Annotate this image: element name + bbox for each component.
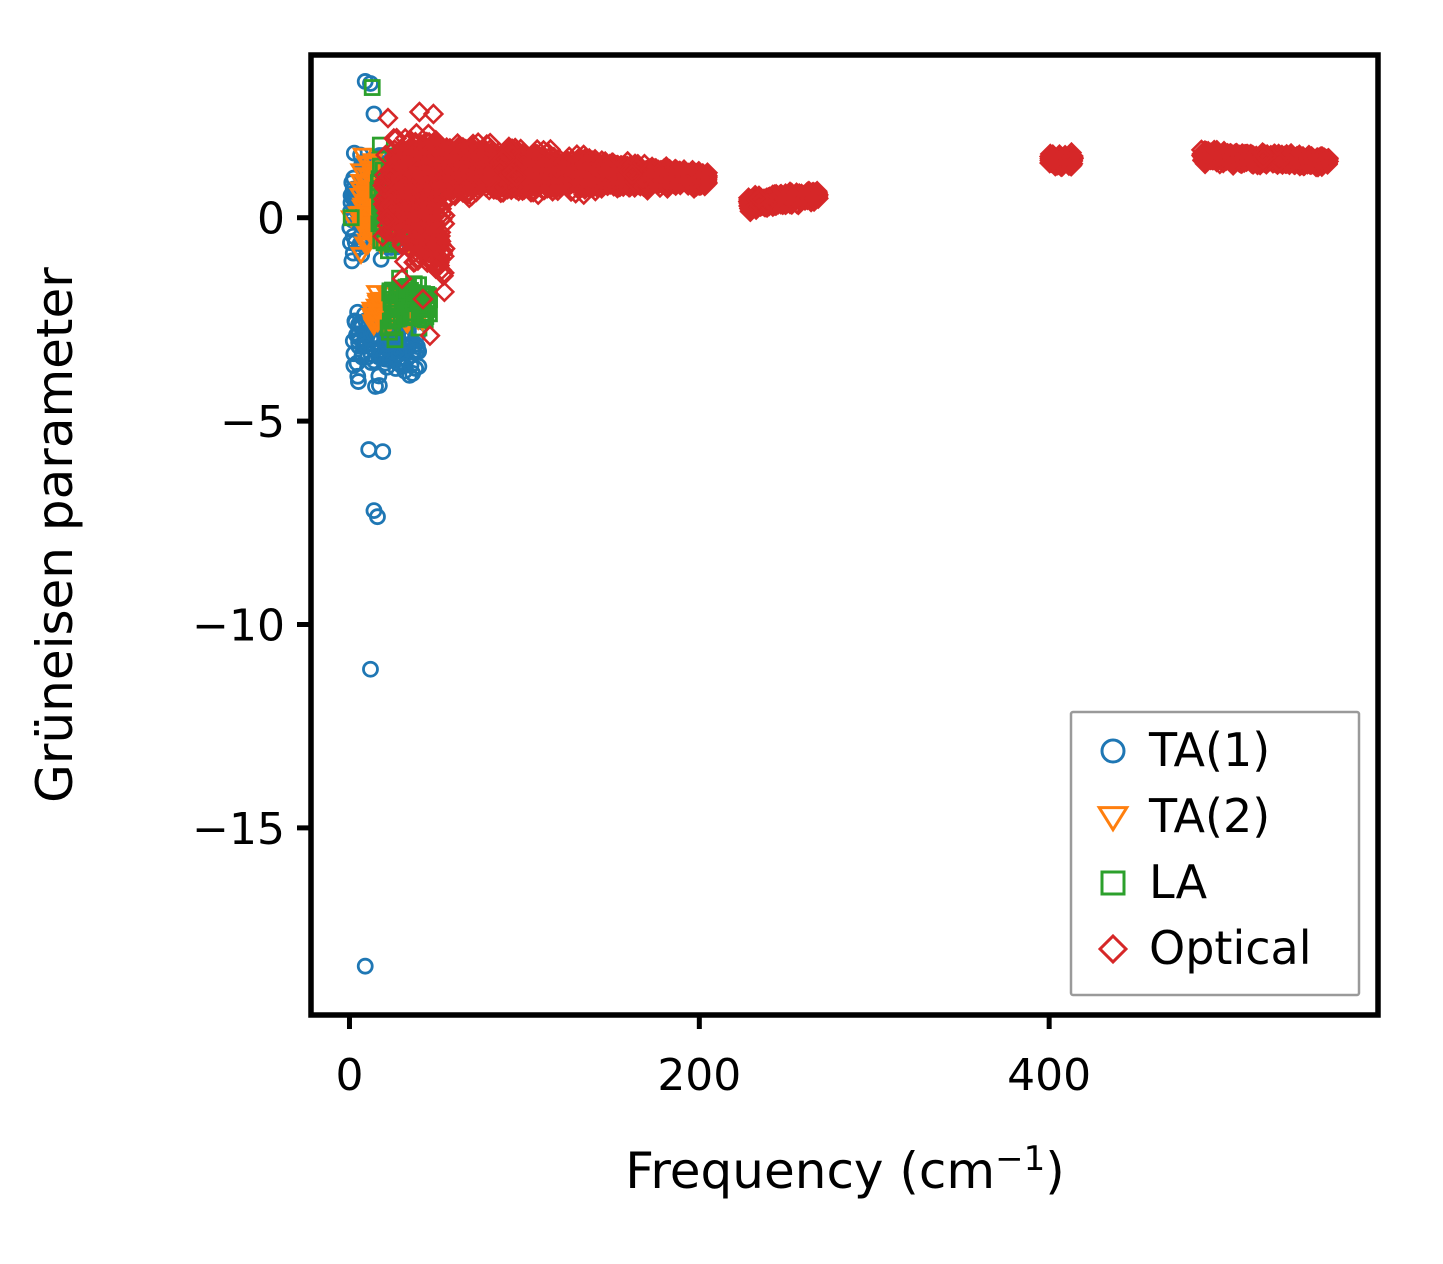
x-axis-title-exponent: −1 <box>995 1139 1045 1179</box>
y-tick-label-layer: 0 −5 −10 −15 <box>192 194 285 855</box>
y-tick-label-0: 0 <box>257 194 285 245</box>
scatter-series-optical <box>372 101 1340 347</box>
x-tick-label-2: 400 <box>1007 1050 1091 1101</box>
x-axis-title: Frequency (cm−1) <box>625 1139 1065 1200</box>
legend-box <box>1069 710 1361 997</box>
axis-tick-layer <box>297 215 1052 1029</box>
legend-label-la: LA <box>1149 855 1208 909</box>
legend-marker-ta1 <box>1100 738 1126 764</box>
legend-label-optical: Optical <box>1149 921 1311 975</box>
x-tick-label-layer: 0 200 400 <box>335 1050 1091 1101</box>
y-tick-label-3: −15 <box>192 804 285 855</box>
legend-marker-optical <box>1097 933 1129 965</box>
x-axis-title-main: Frequency (cm <box>625 1142 995 1200</box>
y-tick-label-1: −5 <box>220 397 285 448</box>
legend-marker-la <box>1100 870 1126 896</box>
scatter-data-layer <box>339 73 1340 975</box>
legend: TA(1) TA(2) LA Optical <box>1069 710 1361 997</box>
axes-frame <box>308 52 1381 1018</box>
x-tick-label-0: 0 <box>335 1050 363 1101</box>
legend-label-ta2: TA(2) <box>1148 789 1270 843</box>
legend-marker-ta2 <box>1096 806 1130 833</box>
legend-entries: TA(1) TA(2) LA Optical <box>1096 723 1311 975</box>
y-tick-label-2: −10 <box>192 600 285 651</box>
legend-label-ta1: TA(1) <box>1148 723 1270 777</box>
x-tick-label-1: 200 <box>657 1050 741 1101</box>
y-axis-title: Grüneisen parameter <box>26 267 84 803</box>
